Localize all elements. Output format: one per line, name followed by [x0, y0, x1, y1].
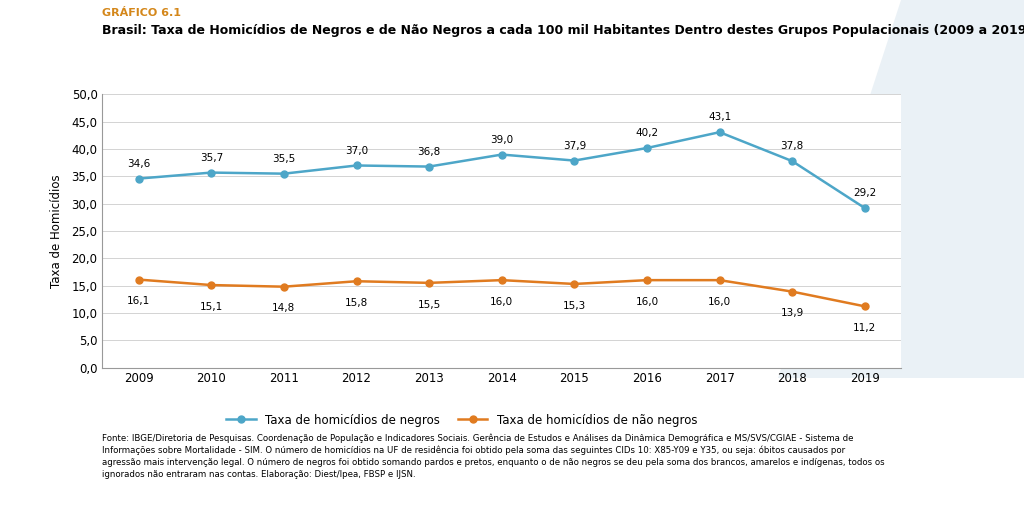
- Text: 16,0: 16,0: [490, 297, 513, 307]
- Text: 36,8: 36,8: [418, 147, 440, 157]
- Text: 37,9: 37,9: [563, 141, 586, 151]
- Y-axis label: Taxa de Homicídios: Taxa de Homicídios: [50, 174, 63, 288]
- Text: 11,2: 11,2: [853, 323, 877, 333]
- Text: 16,0: 16,0: [636, 297, 658, 307]
- Text: 34,6: 34,6: [127, 159, 151, 169]
- Text: Fonte: IBGE/Diretoria de Pesquisas. Coordenação de População e Indicadores Socia: Fonte: IBGE/Diretoria de Pesquisas. Coor…: [102, 433, 885, 479]
- Text: 35,7: 35,7: [200, 153, 223, 163]
- Text: 43,1: 43,1: [708, 112, 731, 122]
- Legend: Taxa de homicídios de negros, Taxa de homicídios de não negros: Taxa de homicídios de negros, Taxa de ho…: [221, 409, 702, 432]
- Text: Brasil: Taxa de Homicídios de Negros e de Não Negros a cada 100 mil Habitantes D: Brasil: Taxa de Homicídios de Negros e d…: [102, 24, 1024, 37]
- Text: 15,1: 15,1: [200, 302, 223, 312]
- Text: 15,5: 15,5: [418, 300, 440, 310]
- Text: 37,0: 37,0: [345, 146, 368, 156]
- Text: 35,5: 35,5: [272, 154, 296, 164]
- Text: 13,9: 13,9: [780, 308, 804, 318]
- Text: 16,1: 16,1: [127, 296, 151, 306]
- Text: GRÁFICO 6.1: GRÁFICO 6.1: [102, 8, 181, 18]
- Text: 39,0: 39,0: [490, 135, 513, 145]
- Text: 15,8: 15,8: [345, 298, 369, 308]
- Text: 14,8: 14,8: [272, 303, 296, 313]
- Text: 37,8: 37,8: [780, 141, 804, 151]
- Text: 29,2: 29,2: [853, 188, 877, 198]
- Text: 15,3: 15,3: [563, 301, 586, 311]
- Text: 40,2: 40,2: [636, 128, 658, 138]
- Text: 16,0: 16,0: [708, 297, 731, 307]
